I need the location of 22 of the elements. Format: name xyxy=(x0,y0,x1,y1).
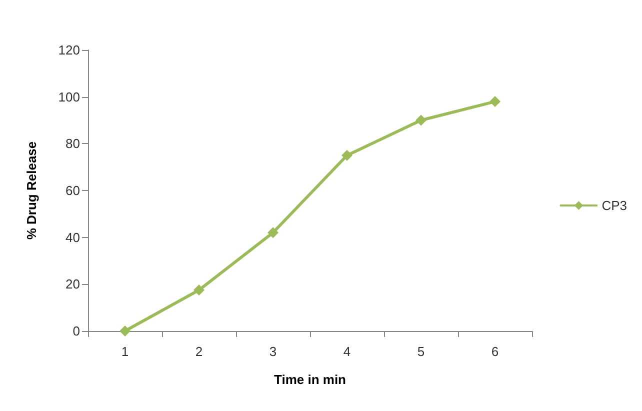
point xyxy=(194,284,204,296)
x-tick-label: 1 xyxy=(121,344,129,359)
x-tick-label: 5 xyxy=(417,344,425,359)
x-tick-label: 3 xyxy=(269,344,277,359)
legend-label: CP3 xyxy=(602,198,628,213)
x-axis-title: Time in min xyxy=(274,372,346,387)
y-tick-label: 0 xyxy=(72,324,80,338)
y-tick-label: 20 xyxy=(66,276,80,292)
y-tick-label: 120 xyxy=(58,42,80,58)
y-tick-label: 80 xyxy=(66,136,80,152)
y-tick-label: 100 xyxy=(58,89,80,104)
point xyxy=(416,114,426,126)
x-tick-label: 4 xyxy=(343,344,351,359)
point xyxy=(490,96,500,108)
point xyxy=(342,150,352,161)
point xyxy=(120,326,130,336)
point xyxy=(268,227,278,238)
y-axis-title: % Drug Release xyxy=(24,141,39,240)
y-tick-label: 60 xyxy=(66,183,80,198)
y-tick-label: 40 xyxy=(66,230,80,245)
x-tick-label: 2 xyxy=(195,344,203,359)
x-tick-label: 6 xyxy=(491,344,499,359)
